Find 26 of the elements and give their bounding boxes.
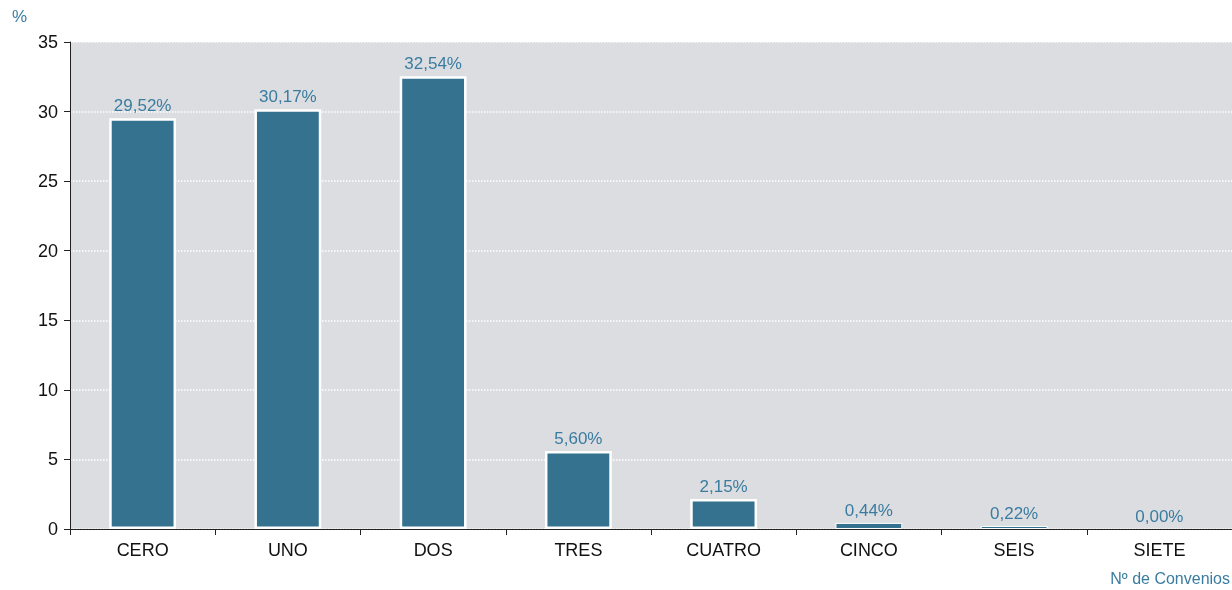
x-tick-label: UNO — [267, 540, 308, 560]
y-tick-label: 20 — [37, 240, 58, 261]
y-tick-label: 25 — [37, 171, 58, 192]
x-tick-label: CUATRO — [686, 540, 761, 560]
y-axis-title: % — [12, 7, 28, 26]
x-tick-label: SIETE — [1133, 540, 1186, 560]
x-tick-label: CERO — [116, 540, 169, 560]
data-label: 2,15% — [699, 477, 748, 497]
data-label: 30,17% — [259, 87, 317, 107]
y-tick-label: 15 — [37, 310, 58, 331]
x-axis-title: Nº de Convenios — [1110, 569, 1230, 587]
y-tick-label: 30 — [37, 101, 58, 122]
x-tick-label: SEIS — [993, 540, 1035, 560]
x-tick-label: CINCO — [839, 540, 898, 560]
y-tick-label: 35 — [37, 32, 58, 52]
x-tick-label: DOS — [413, 540, 453, 560]
y-tick-label: 10 — [37, 379, 58, 400]
x-tick-label: TRES — [554, 540, 603, 560]
y-tick-label: 5 — [47, 449, 58, 470]
data-label: 0,22% — [990, 503, 1039, 523]
data-label: 29,52% — [113, 96, 172, 116]
data-label: 0,44% — [844, 500, 893, 520]
data-label: 32,54% — [404, 54, 462, 74]
data-label: 5,60% — [554, 429, 603, 449]
y-tick-label: 0 — [47, 519, 58, 539]
data-label: 0,00% — [1135, 507, 1184, 526]
